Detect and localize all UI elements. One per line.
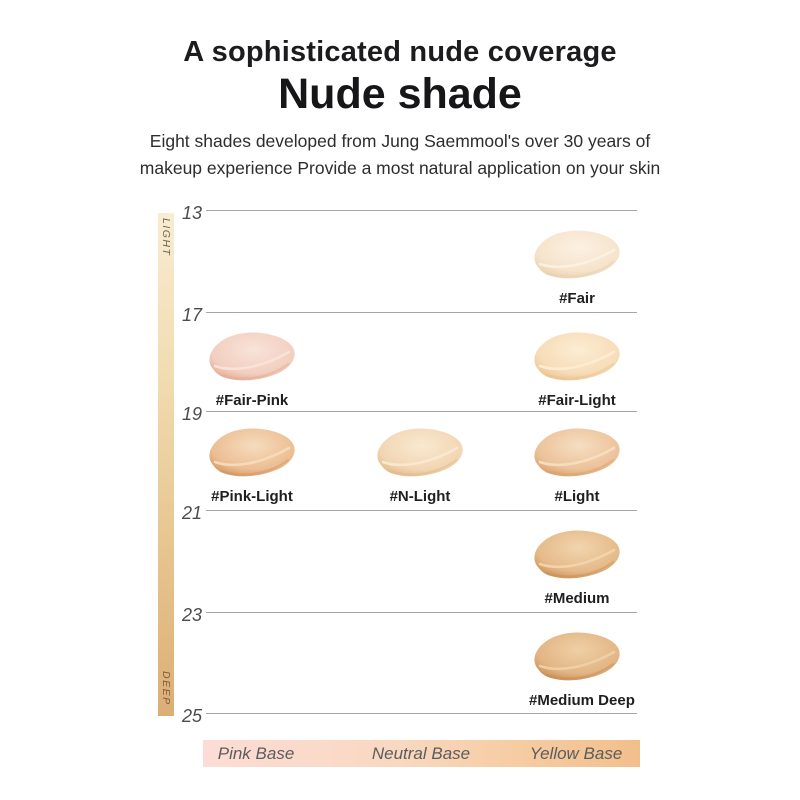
base-label-neutral: Neutral Base xyxy=(371,744,471,763)
shade-swatch-n-light: #N-Light xyxy=(372,424,468,505)
base-tone-axis-bar xyxy=(203,740,640,767)
axis-tick-21: 21 xyxy=(181,503,202,523)
axis-tick-13: 13 xyxy=(181,203,202,223)
scale-deep-label: DEEP xyxy=(160,671,172,706)
gridline-19 xyxy=(206,411,637,412)
light-deep-scale-bar: LIGHT DEEP xyxy=(158,213,174,716)
shade-swatch-medium: #Medium xyxy=(529,526,625,607)
gridline-17 xyxy=(206,312,637,313)
foundation-smear-icon xyxy=(377,428,463,477)
description-line-1: Eight shades developed from Jung Saemmoo… xyxy=(149,131,651,151)
shade-label: #Fair-Pink xyxy=(215,392,289,409)
shade-swatch-fair: #Fair xyxy=(529,226,625,307)
shade-label: #Pink-Light xyxy=(211,488,293,505)
gridline-13 xyxy=(206,210,637,211)
foundation-smear-icon xyxy=(534,632,620,681)
page-title: Nude shade xyxy=(278,70,522,118)
axis-tick-23: 23 xyxy=(181,605,202,625)
base-label-yellow: Yellow Base xyxy=(529,744,623,763)
gridline-21 xyxy=(206,510,637,511)
axis-tick-19: 19 xyxy=(181,404,202,424)
gridline-25 xyxy=(206,713,637,714)
shade-swatch-fair-light: #Fair-Light xyxy=(529,328,625,409)
foundation-smear-icon xyxy=(534,332,620,381)
shade-label: #Medium Deep xyxy=(529,692,635,709)
shade-swatch-pink-light: #Pink-Light xyxy=(204,424,300,505)
axis-tick-25: 25 xyxy=(181,706,202,726)
foundation-smear-icon xyxy=(534,428,620,477)
gridline-23 xyxy=(206,612,637,613)
header-tagline: A sophisticated nude coverage xyxy=(183,36,617,68)
base-label-pink: Pink Base xyxy=(217,744,295,763)
shade-label: #Medium xyxy=(544,590,610,607)
foundation-smear-icon xyxy=(534,530,620,579)
shade-label: #Fair xyxy=(559,290,595,307)
axis-tick-17: 17 xyxy=(181,305,202,325)
shade-label: #Fair-Light xyxy=(538,392,616,409)
foundation-smear-icon xyxy=(209,428,295,477)
shade-swatch-medium-deep: #Medium Deep xyxy=(529,628,635,709)
scale-light-label: LIGHT xyxy=(160,218,172,257)
header-description: Eight shades developed from Jung Saemmoo… xyxy=(0,128,800,182)
shade-label: #N-Light xyxy=(389,488,451,505)
foundation-smear-icon xyxy=(209,332,295,381)
shade-label: #Light xyxy=(554,488,600,505)
description-line-2: makeup experience Provide a most natural… xyxy=(139,158,661,178)
shade-swatch-fair-pink: #Fair-Pink xyxy=(204,328,300,409)
foundation-smear-icon xyxy=(534,230,620,279)
shade-swatch-light: #Light xyxy=(529,424,625,505)
